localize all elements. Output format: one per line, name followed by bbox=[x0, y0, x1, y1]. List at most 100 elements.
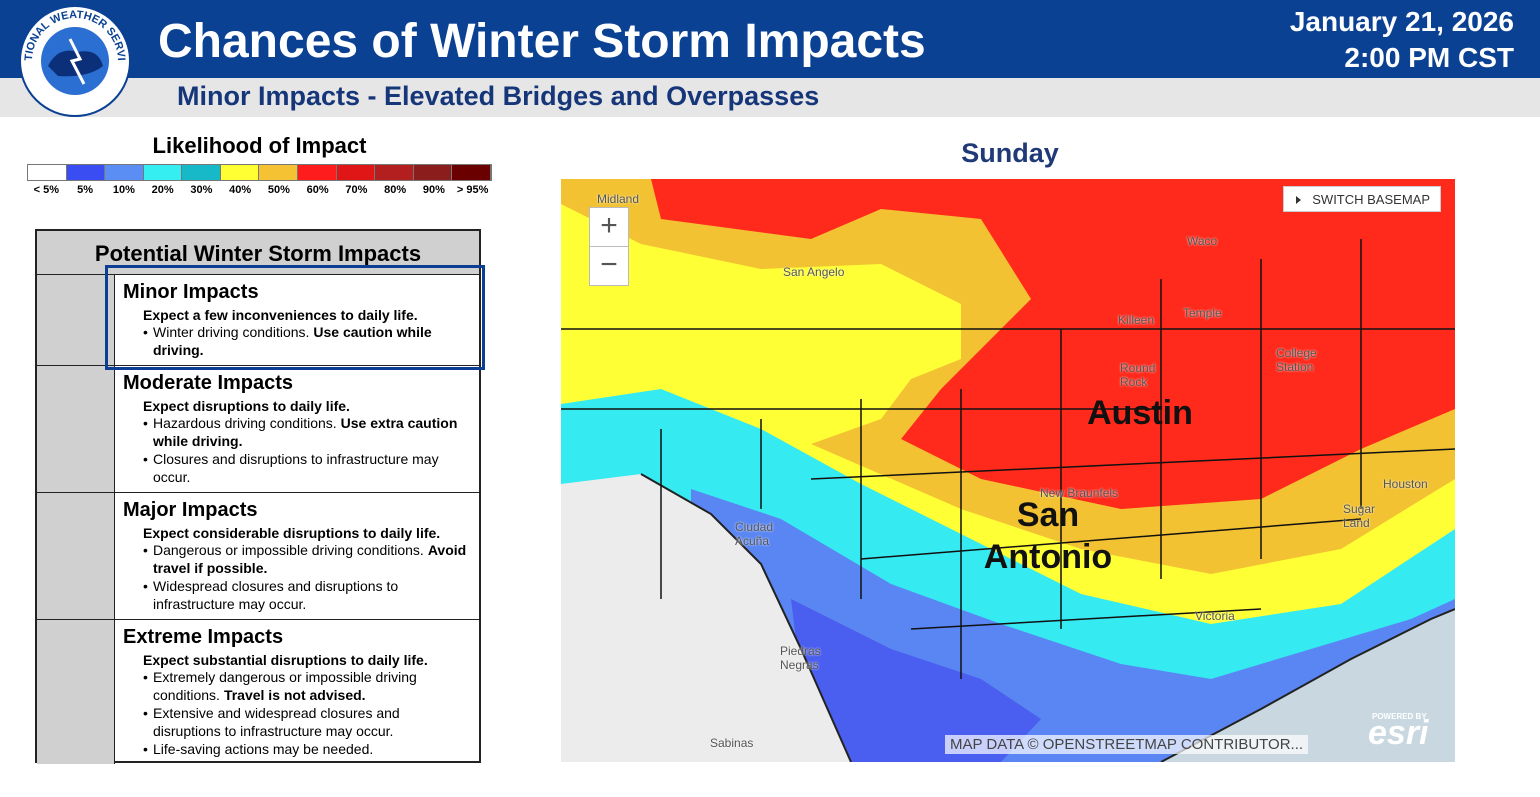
legend-label: 10% bbox=[112, 184, 135, 196]
legend-swatch bbox=[220, 165, 260, 180]
place-label: Sugar Land bbox=[1343, 502, 1376, 530]
place-label: Victoria bbox=[1195, 609, 1235, 623]
legend-swatch bbox=[66, 165, 106, 180]
place-label: Midland bbox=[597, 192, 640, 206]
legend-label: < 5% bbox=[33, 184, 60, 196]
bullet: Extremely dangerous or impossible drivin… bbox=[153, 668, 471, 704]
esri-powered: POWERED BY bbox=[1372, 712, 1427, 721]
place-label: Houston bbox=[1383, 477, 1428, 491]
legend-swatch bbox=[452, 165, 491, 180]
bullet: Extensive and widespread closures and di… bbox=[153, 704, 471, 740]
bullet-text: Hazardous driving conditions. bbox=[153, 415, 337, 431]
bullet-text: Widespread closures and disruptions to i… bbox=[153, 578, 399, 612]
time: 2:00 PM CST bbox=[1344, 42, 1514, 73]
level-name: Minor Impacts bbox=[123, 281, 259, 303]
legend-label: 80% bbox=[384, 184, 407, 196]
level-name: Extreme Impacts bbox=[123, 626, 284, 648]
place-label: San Angelo bbox=[783, 265, 845, 279]
level-body: Extreme Impacts Expect substantial disrup… bbox=[115, 620, 479, 764]
level-body: Minor Impacts Expect a few inconveniences… bbox=[115, 275, 479, 365]
impact-level: Minor Impacts Expect a few inconveniences… bbox=[37, 275, 479, 366]
bullet-text: Avoid travel if possible. bbox=[153, 542, 467, 576]
level-summary: Expect substantial disruptions to daily … bbox=[143, 652, 428, 668]
legend-swatch bbox=[336, 165, 376, 180]
level-summary: Expect disruptions to daily life. bbox=[143, 398, 350, 414]
bullet-text: Dangerous or impossible driving conditio… bbox=[153, 542, 424, 558]
place-label: Piedras Negras bbox=[780, 644, 821, 672]
bullet-text: Use extra caution while driving. bbox=[153, 415, 458, 449]
bullet: Winter driving conditions.Use caution wh… bbox=[153, 323, 471, 359]
legend-swatch bbox=[105, 165, 144, 180]
legend-swatch bbox=[143, 165, 183, 180]
legend-labels: < 5% 5% 10% 20% 30% 40% 50% 60% 70% 80% 90% > 95% bbox=[27, 184, 492, 196]
bullet: Dangerous or impossible driving conditio… bbox=[153, 541, 471, 577]
legend-bar bbox=[27, 164, 492, 181]
legend-label: 50% bbox=[267, 184, 290, 196]
bullet: Widespread closures and disruptions to i… bbox=[153, 577, 471, 613]
bullet-text: Life-saving actions may be needed. bbox=[153, 741, 374, 757]
legend-swatch bbox=[28, 165, 67, 180]
bullet-text: Extremely dangerous or impossible drivin… bbox=[153, 669, 417, 703]
major-city: San Antonio bbox=[983, 496, 1113, 576]
legend-title: Likelihood of Impact bbox=[152, 133, 367, 158]
impact-level: Extreme Impacts Expect substantial disrup… bbox=[37, 620, 479, 764]
legend-label: 5% bbox=[77, 184, 94, 196]
legend-swatch bbox=[413, 165, 453, 180]
level-side bbox=[37, 275, 115, 365]
zoom-in[interactable]: + bbox=[589, 207, 629, 247]
legend-label: > 95% bbox=[456, 184, 489, 196]
esri-logo: esri bbox=[1368, 714, 1429, 752]
place-label: Waco bbox=[1187, 234, 1218, 248]
bullet-text: Travel is not advised. bbox=[223, 687, 366, 703]
legend-label: 30% bbox=[190, 184, 213, 196]
impact-level: Moderate Impacts Expect disruptions to da… bbox=[37, 366, 479, 493]
level-summary: Expect a few inconveniences to daily lif… bbox=[143, 307, 418, 323]
legend-swatch bbox=[298, 165, 337, 180]
switch-basemap-button[interactable]: SWITCH BASEMAP bbox=[1283, 186, 1441, 212]
bullet: Life-saving actions may be needed. bbox=[153, 740, 471, 758]
impact-level: Major Impacts Expect considerable disrupt… bbox=[37, 493, 479, 620]
impacts-table: Potential Winter Storm Impacts Minor Imp… bbox=[35, 229, 481, 764]
major-city: Austin bbox=[1087, 394, 1193, 432]
legend-swatch bbox=[259, 165, 299, 180]
attribution: MAP DATA © OPENSTREETMAP CONTRIBUTOR... bbox=[945, 735, 1309, 754]
date: January 21, 2026 bbox=[1289, 6, 1514, 37]
map-shading bbox=[561, 179, 1455, 762]
place-label: Temple bbox=[1183, 306, 1222, 320]
legend-swatch bbox=[182, 165, 221, 180]
legend-label: 60% bbox=[306, 184, 329, 196]
bullet-text: Use caution while driving. bbox=[153, 324, 432, 358]
title: Chances of Winter Storm Impacts bbox=[158, 15, 926, 68]
place-label: New Braunfels bbox=[1040, 486, 1119, 500]
subtitle-band bbox=[0, 78, 1540, 117]
place-label: College Station bbox=[1276, 346, 1317, 374]
bullet: Closures and disruptions to infrastructu… bbox=[153, 450, 471, 486]
legend-label: 90% bbox=[422, 184, 445, 196]
nws-logo: NATIONAL WEATHER SERVICE bbox=[18, 4, 131, 117]
bullet-text: Extensive and widespread closures and di… bbox=[153, 705, 400, 739]
bullet-text: Winter driving conditions. bbox=[153, 324, 310, 340]
bullet-text: Closures and disruptions to infrastructu… bbox=[153, 451, 439, 485]
place-label: Killeen bbox=[1118, 313, 1155, 327]
legend-label: 20% bbox=[151, 184, 174, 196]
level-name: Major Impacts bbox=[123, 499, 258, 521]
legend-swatch bbox=[375, 165, 414, 180]
level-side bbox=[37, 493, 115, 619]
level-body: Major Impacts Expect considerable disrupt… bbox=[115, 493, 479, 619]
place-label: Ciudad Acuña bbox=[735, 520, 774, 548]
bullet: Hazardous driving conditions.Use extra c… bbox=[153, 414, 471, 450]
legend-label: 70% bbox=[345, 184, 368, 196]
map bbox=[561, 179, 1455, 762]
legend-label: 40% bbox=[229, 184, 252, 196]
level-side bbox=[37, 620, 115, 764]
zoom-out[interactable]: − bbox=[589, 246, 629, 286]
highlight-box bbox=[105, 265, 485, 370]
place-label: Round Rock bbox=[1120, 361, 1156, 389]
level-body: Moderate Impacts Expect disruptions to da… bbox=[115, 366, 479, 492]
header-band bbox=[0, 0, 1540, 78]
level-summary: Expect considerable disruptions to daily… bbox=[143, 525, 441, 541]
map-title: Sunday bbox=[961, 138, 1059, 168]
levels: Minor Impacts Expect a few inconveniences… bbox=[37, 275, 479, 764]
place-label: Sabinas bbox=[710, 736, 754, 750]
